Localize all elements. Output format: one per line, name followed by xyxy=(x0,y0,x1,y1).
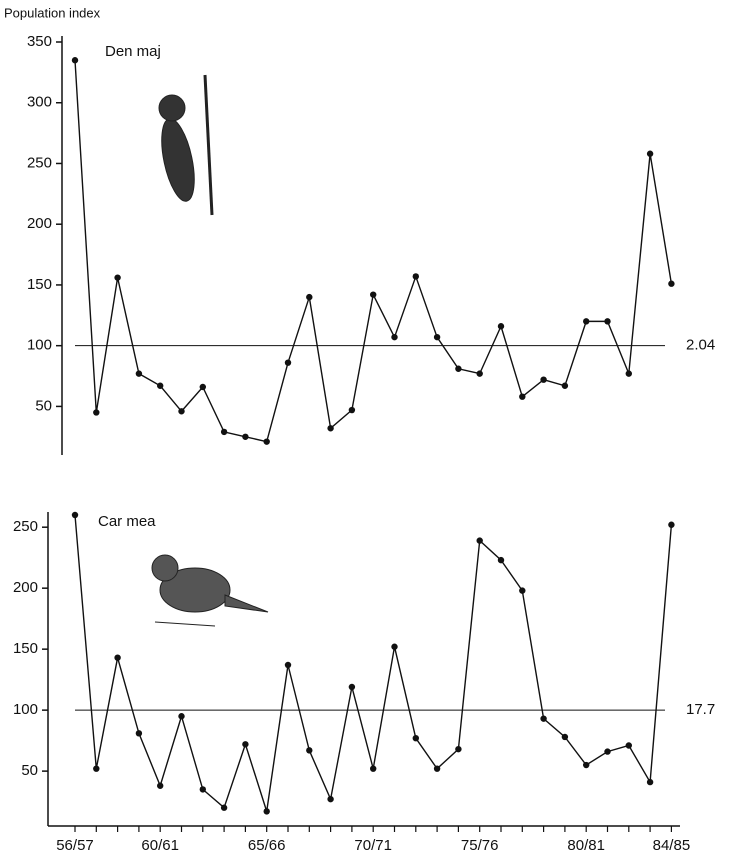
data-point xyxy=(136,370,142,376)
y-tick-label: 300 xyxy=(27,94,52,111)
data-point xyxy=(668,281,674,287)
data-point xyxy=(285,359,291,365)
data-point xyxy=(242,741,248,747)
data-point xyxy=(434,334,440,340)
y-tick-label: 350 xyxy=(27,33,52,50)
data-point xyxy=(413,273,419,279)
chart: 50 100 150 200 250 300 350 Population index 2.04… xyxy=(0,0,729,862)
data-point xyxy=(391,334,397,340)
series-label: Den maj xyxy=(105,43,161,60)
data-point xyxy=(540,376,546,382)
data-point xyxy=(157,383,163,389)
x-tick-label: 60/61 xyxy=(141,837,179,854)
data-point xyxy=(519,393,525,399)
data-point xyxy=(604,318,610,324)
data-point xyxy=(562,734,568,740)
data-point xyxy=(306,747,312,753)
y-tick-label: 150 xyxy=(13,640,38,657)
data-point xyxy=(221,805,227,811)
y-tick-label: 50 xyxy=(35,397,52,414)
data-point xyxy=(93,765,99,771)
data-point xyxy=(647,151,653,157)
x-tick-label: 70/71 xyxy=(354,837,392,854)
data-point xyxy=(413,735,419,741)
data-point xyxy=(264,438,270,444)
data-point xyxy=(455,746,461,752)
data-point xyxy=(349,684,355,690)
x-tick-label: 65/66 xyxy=(248,837,286,854)
data-point xyxy=(668,522,674,528)
y-axis-label: Population index xyxy=(4,5,101,20)
data-point xyxy=(604,748,610,754)
data-point xyxy=(498,323,504,329)
y-tick-label: 250 xyxy=(13,518,38,535)
data-point xyxy=(583,318,589,324)
data-point xyxy=(562,383,568,389)
data-point xyxy=(519,587,525,593)
data-point xyxy=(477,537,483,543)
data-point xyxy=(647,779,653,785)
data-point xyxy=(157,783,163,789)
annotation: 2.04 xyxy=(686,337,715,354)
y-tick-label: 100 xyxy=(13,701,38,718)
data-point xyxy=(391,644,397,650)
data-point xyxy=(114,274,120,280)
bird-woodpecker xyxy=(156,75,212,215)
y-tick-label: 250 xyxy=(27,154,52,171)
data-point xyxy=(626,742,632,748)
data-point xyxy=(136,730,142,736)
data-point xyxy=(178,408,184,414)
data-point xyxy=(498,557,504,563)
data-point xyxy=(285,662,291,668)
annotation: 17.7 xyxy=(686,701,715,718)
data-point xyxy=(455,366,461,372)
data-point xyxy=(370,765,376,771)
y-tick-label: 100 xyxy=(27,337,52,354)
y-tick-label: 150 xyxy=(27,276,52,293)
data-point xyxy=(540,715,546,721)
data-point xyxy=(626,370,632,376)
x-tick-label: 75/76 xyxy=(461,837,499,854)
data-point xyxy=(72,512,78,518)
data-point xyxy=(242,434,248,440)
data-point xyxy=(583,762,589,768)
x-tick-label: 56/57 xyxy=(56,837,94,854)
data-point xyxy=(178,713,184,719)
data-point xyxy=(221,429,227,435)
data-point xyxy=(327,796,333,802)
y-tick-label: 50 xyxy=(21,762,38,779)
y-tick-label: 200 xyxy=(27,215,52,232)
data-point xyxy=(264,808,270,814)
data-point xyxy=(370,291,376,297)
bird-finch xyxy=(152,555,268,626)
x-tick-label: 84/85 xyxy=(653,837,691,854)
data-point xyxy=(477,370,483,376)
data-point xyxy=(349,407,355,413)
data-point xyxy=(200,384,206,390)
data-point xyxy=(200,786,206,792)
data-point xyxy=(93,409,99,415)
data-point xyxy=(72,57,78,63)
data-point xyxy=(434,765,440,771)
y-tick-label: 200 xyxy=(13,579,38,596)
x-tick-label: 80/81 xyxy=(567,837,605,854)
data-point xyxy=(327,425,333,431)
data-point xyxy=(114,654,120,660)
series-label: Car mea xyxy=(98,513,156,530)
data-point xyxy=(306,294,312,300)
